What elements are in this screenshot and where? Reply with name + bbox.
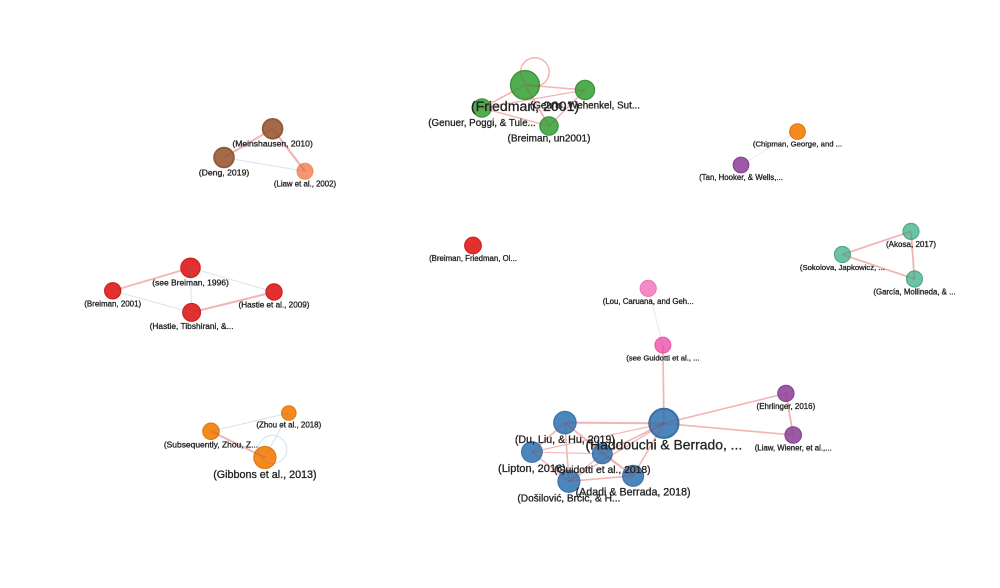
svg-text:(Lipton, 2016): (Lipton, 2016) (498, 463, 566, 475)
svg-text:(Gibbons et al., 2013): (Gibbons et al., 2013) (213, 469, 316, 481)
svg-text:(Ehrlinger, 2016): (Ehrlinger, 2016) (757, 402, 816, 411)
svg-text:(Breiman, Friedman, Ol...: (Breiman, Friedman, Ol... (429, 254, 517, 263)
svg-text:(Geurts, Wehenkel, Sut...: (Geurts, Wehenkel, Sut... (530, 100, 640, 111)
svg-text:(Hastie et al., 2009): (Hastie et al., 2009) (239, 301, 310, 310)
svg-text:(Sokolova, Japkowicz, ...: (Sokolova, Japkowicz, ... (800, 263, 885, 272)
svg-text:(Friedman, 2001): (Friedman, 2001) (471, 98, 579, 114)
svg-text:(Haddouchi & Berrado, ...: (Haddouchi & Berrado, ... (586, 437, 743, 453)
svg-text:(Liaw et al., 2002): (Liaw et al., 2002) (274, 180, 337, 189)
svg-text:(Du, Liu, & Hu, 2019): (Du, Liu, & Hu, 2019) (515, 434, 615, 446)
svg-text:(Lou, Caruana, and Geh...: (Lou, Caruana, and Geh... (603, 297, 694, 306)
svg-text:(see Guidotti et al., ...: (see Guidotti et al., ... (626, 353, 699, 362)
svg-text:(Liaw, Wiener, et al.,...: (Liaw, Wiener, et al.,... (755, 444, 832, 453)
svg-text:(Meinshausen, 2010): (Meinshausen, 2010) (232, 139, 313, 149)
svg-text:(Breiman, un2001): (Breiman, un2001) (508, 134, 591, 145)
svg-text:(Guidotti et al., 2018): (Guidotti et al., 2018) (554, 465, 651, 476)
svg-text:(Hastie, Tibshirani, &...: (Hastie, Tibshirani, &... (150, 321, 234, 331)
svg-text:(Breiman, 2001): (Breiman, 2001) (84, 299, 141, 308)
svg-text:(Subsequently, Zhou, Z...: (Subsequently, Zhou, Z... (164, 439, 258, 449)
svg-text:(Chipman, George, and ...: (Chipman, George, and ... (753, 140, 842, 149)
svg-text:(Tan, Hooker, & Wells,...: (Tan, Hooker, & Wells,... (699, 173, 783, 182)
svg-text:(Akosa, 2017): (Akosa, 2017) (886, 240, 936, 249)
svg-text:(Genuer, Poggi, & Tule...: (Genuer, Poggi, & Tule... (428, 118, 535, 129)
svg-text:(Adadi & Berrada, 2018): (Adadi & Berrada, 2018) (576, 487, 691, 499)
svg-text:(García, Mollineda, & ...: (García, Mollineda, & ... (873, 287, 955, 296)
svg-text:(Zhou et al., 2018): (Zhou et al., 2018) (256, 421, 321, 430)
svg-text:(Deng, 2019): (Deng, 2019) (199, 167, 250, 177)
svg-text:(see Breiman, 1996): (see Breiman, 1996) (152, 277, 229, 287)
svg-text:(Došilović, Brčić, & H...: (Došilović, Brčić, & H... (517, 493, 620, 504)
